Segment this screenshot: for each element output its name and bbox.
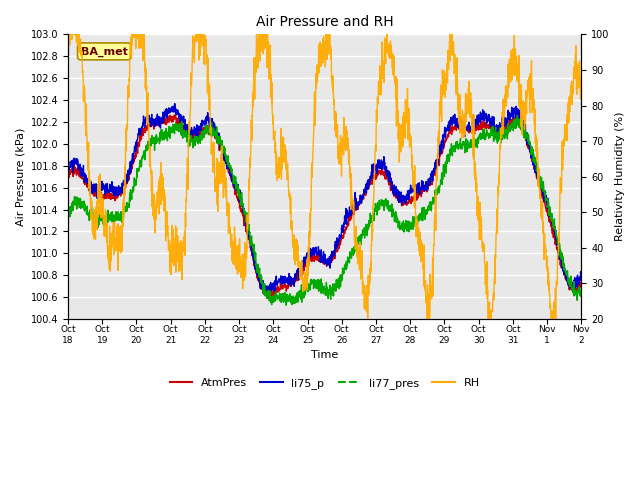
Legend: AtmPres, li75_p, li77_pres, RH: AtmPres, li75_p, li77_pres, RH xyxy=(165,373,484,393)
Title: Air Pressure and RH: Air Pressure and RH xyxy=(256,15,394,29)
Y-axis label: Relativity Humidity (%): Relativity Humidity (%) xyxy=(615,112,625,241)
Y-axis label: Air Pressure (kPa): Air Pressure (kPa) xyxy=(15,128,25,226)
Text: BA_met: BA_met xyxy=(81,46,128,57)
X-axis label: Time: Time xyxy=(311,350,339,360)
